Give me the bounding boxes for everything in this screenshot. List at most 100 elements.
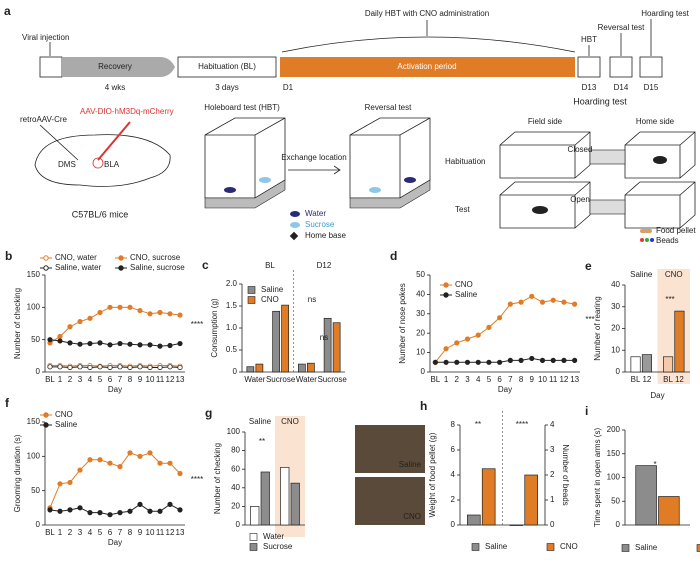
x-tick-label: 9	[138, 528, 143, 537]
point	[147, 508, 153, 514]
y-tick-label: 0	[36, 520, 41, 529]
point	[167, 460, 173, 466]
bar	[332, 322, 341, 373]
hole	[259, 177, 271, 183]
x-tick-label: 6	[108, 528, 113, 537]
bar-label: BL	[631, 375, 641, 384]
label: Home base	[305, 231, 346, 240]
point	[157, 309, 163, 316]
annotation: ****	[516, 420, 528, 429]
label: Reversal test	[598, 23, 645, 32]
y-tick-label: 50	[416, 270, 425, 279]
y-tick-label: 20	[416, 328, 425, 337]
y-tick-label: 100	[27, 451, 41, 460]
legend-label: Saline	[485, 542, 508, 551]
y2-tick-label: 4	[550, 420, 555, 429]
point	[57, 338, 63, 344]
y-tick-label: 60	[231, 464, 240, 473]
x-tick-label: CNO	[665, 270, 683, 279]
photo-label: Saline	[399, 460, 422, 469]
swatch	[650, 238, 654, 242]
point	[137, 307, 143, 314]
x-tick-label: Water	[244, 375, 265, 384]
bar	[246, 366, 255, 373]
y-tick-label: 100	[227, 427, 241, 436]
box	[624, 181, 696, 229]
annotation: ns	[308, 295, 316, 304]
box	[624, 131, 696, 179]
point	[87, 510, 93, 516]
x-tick-label: Sucrose	[266, 375, 296, 384]
point	[137, 342, 143, 348]
y-tick-label: 1.0	[226, 323, 238, 332]
x-tick-label: 11	[549, 375, 558, 384]
legend-swatch	[696, 544, 700, 552]
point	[518, 299, 524, 305]
point	[177, 312, 183, 318]
bar	[674, 310, 685, 373]
point	[177, 507, 183, 513]
point	[167, 311, 173, 317]
y-tick-label: 4	[451, 470, 456, 479]
legend-label: Saline	[455, 290, 478, 299]
y-axis-label: Number of nose pokes	[398, 283, 407, 364]
x-tick-label: 13	[570, 375, 579, 384]
point	[57, 364, 63, 370]
bar	[280, 466, 290, 526]
legend-swatch	[621, 544, 630, 552]
point	[518, 357, 524, 363]
shade	[275, 416, 305, 537]
label: Viral injection	[22, 33, 69, 42]
legend-label: CNO	[261, 295, 279, 304]
y-tick-label: 30	[611, 302, 620, 311]
bar	[658, 496, 680, 526]
bar	[524, 474, 538, 526]
point	[77, 364, 83, 370]
cube-floor	[349, 179, 431, 209]
point	[539, 299, 546, 305]
label: Hoarding test	[641, 9, 689, 18]
point	[486, 324, 492, 330]
y-tick-label: 0	[421, 367, 426, 376]
bar	[281, 304, 289, 373]
box	[177, 56, 277, 78]
label: AAV-DIO-hM3Dq-mCherry	[80, 107, 174, 116]
point	[87, 315, 93, 321]
point	[177, 470, 183, 477]
point	[127, 341, 133, 347]
x-tick-label: 4	[476, 375, 481, 384]
label: Hoarding test	[573, 96, 627, 106]
point	[87, 457, 93, 463]
legend-marker	[443, 292, 449, 298]
needle	[97, 121, 131, 161]
label: Field side	[528, 117, 563, 126]
panel-label: c	[202, 258, 209, 272]
y-axis-label: Grooming duration (s)	[13, 434, 22, 512]
bar	[630, 356, 641, 373]
x-tick-label: 13	[176, 375, 185, 384]
legend-marker	[118, 265, 124, 271]
bar	[250, 506, 260, 526]
bar	[290, 482, 300, 526]
bar	[260, 471, 270, 526]
swatch	[640, 238, 644, 242]
legend-marker	[43, 255, 49, 261]
label: Reversal test	[365, 103, 412, 112]
point	[147, 364, 153, 371]
label: Activation period	[397, 62, 456, 71]
point	[550, 297, 556, 303]
point	[127, 450, 133, 456]
point	[87, 340, 93, 347]
label: 3 days	[215, 83, 239, 92]
x-tick-label: 3	[78, 375, 83, 384]
x-tick-label: Sucrose	[317, 375, 347, 384]
x-tick-label: 7	[508, 375, 513, 384]
x-tick-label: 8	[128, 375, 133, 384]
point	[57, 481, 63, 487]
point	[497, 359, 503, 365]
point	[77, 341, 83, 347]
x-tick-label: 8	[128, 528, 133, 537]
cube	[204, 117, 286, 199]
y-tick-label: 100	[607, 473, 621, 482]
label: Open	[570, 195, 590, 204]
